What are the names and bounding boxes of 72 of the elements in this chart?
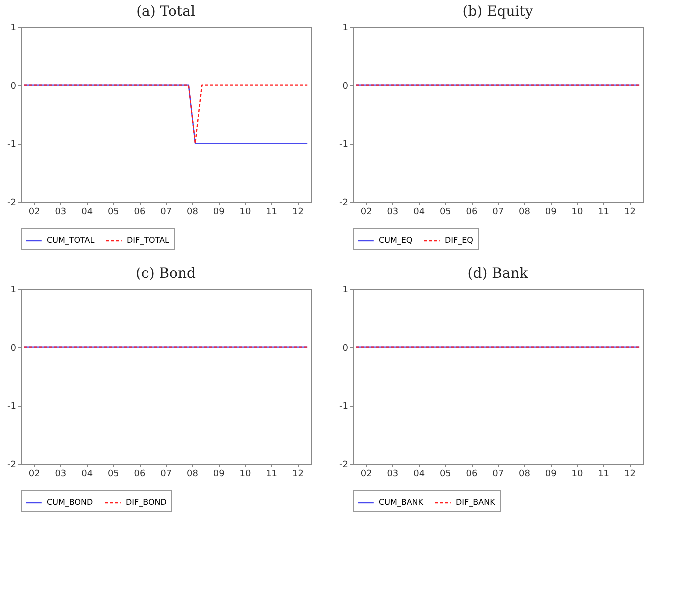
legend-label: DIF_EQ	[445, 236, 474, 245]
legend-label: DIF_TOTAL	[127, 236, 170, 245]
x-tick-label: 04	[82, 208, 94, 218]
x-tick-label: 04	[414, 470, 426, 480]
y-tick-label: -1	[340, 402, 348, 412]
x-tick-label: 12	[624, 208, 636, 218]
x-tick-label: 12	[624, 470, 636, 480]
x-tick-label: 09	[213, 208, 226, 218]
y-tick-label: 0	[10, 344, 17, 354]
x-tick-label: 06	[466, 208, 478, 218]
y-tick-label: -2	[340, 198, 348, 208]
x-tick-label: 03	[387, 208, 399, 218]
x-tick-label: 09	[545, 470, 558, 480]
x-tick-label: 11	[266, 208, 278, 218]
x-tick-label: 07	[492, 470, 504, 480]
x-tick-label: 04	[82, 470, 94, 480]
x-tick-label: 08	[187, 208, 199, 218]
x-tick-label: 08	[187, 470, 199, 480]
x-tick-label: 11	[598, 208, 610, 218]
x-tick-label: 02	[28, 470, 40, 480]
y-tick-label: 1	[342, 24, 348, 34]
x-tick-label: 09	[545, 208, 558, 218]
x-tick-label: 10	[572, 208, 584, 218]
x-tick-label: 05	[440, 208, 452, 218]
chart-title: (b) Equity	[462, 4, 534, 20]
y-tick-label: 0	[342, 82, 349, 92]
x-tick-label: 02	[360, 470, 372, 480]
y-tick-label: -1	[8, 140, 16, 150]
x-tick-label: 07	[160, 208, 172, 218]
legend-label: CUM_BOND	[47, 498, 94, 507]
chart-title: (a) Total	[136, 4, 196, 20]
x-tick-label: 05	[108, 208, 120, 218]
x-tick-label: 04	[414, 208, 426, 218]
x-tick-label: 07	[492, 208, 504, 218]
legend-label: CUM_TOTAL	[47, 236, 96, 245]
y-tick-label: 1	[10, 286, 16, 296]
legend-label: CUM_EQ	[379, 236, 413, 245]
x-tick-label: 02	[360, 208, 372, 218]
y-tick-label: 1	[10, 24, 16, 34]
x-tick-label: 03	[55, 208, 67, 218]
x-tick-label: 06	[134, 470, 146, 480]
x-tick-label: 05	[440, 470, 452, 480]
x-tick-label: 03	[387, 470, 399, 480]
y-tick-label: -2	[8, 198, 16, 208]
legend-label: CUM_BANK	[379, 498, 424, 507]
x-tick-label: 02	[28, 208, 40, 218]
x-tick-label: 09	[213, 470, 226, 480]
x-tick-label: 05	[108, 470, 120, 480]
x-tick-label: 03	[55, 470, 67, 480]
y-tick-label: -1	[8, 402, 16, 412]
y-tick-label: 0	[10, 82, 17, 92]
x-tick-label: 11	[598, 470, 610, 480]
x-tick-label: 08	[519, 470, 531, 480]
x-tick-label: 08	[519, 208, 531, 218]
x-tick-label: 11	[266, 470, 278, 480]
x-tick-label: 06	[134, 208, 146, 218]
chart-title: (c) Bond	[136, 266, 196, 282]
y-tick-label: -2	[340, 460, 348, 470]
x-tick-label: 07	[160, 470, 172, 480]
x-tick-label: 10	[240, 470, 252, 480]
legend-label: DIF_BANK	[456, 498, 496, 507]
y-tick-label: 1	[342, 286, 348, 296]
x-tick-label: 10	[240, 208, 252, 218]
chart-title: (d) Bank	[468, 266, 529, 282]
legend-label: DIF_BOND	[126, 498, 167, 507]
y-tick-label: 0	[342, 344, 349, 354]
x-tick-label: 12	[292, 208, 304, 218]
x-tick-label: 06	[466, 470, 478, 480]
x-tick-label: 12	[292, 470, 304, 480]
x-tick-label: 10	[572, 470, 584, 480]
y-tick-label: -1	[340, 140, 348, 150]
y-tick-label: -2	[8, 460, 16, 470]
